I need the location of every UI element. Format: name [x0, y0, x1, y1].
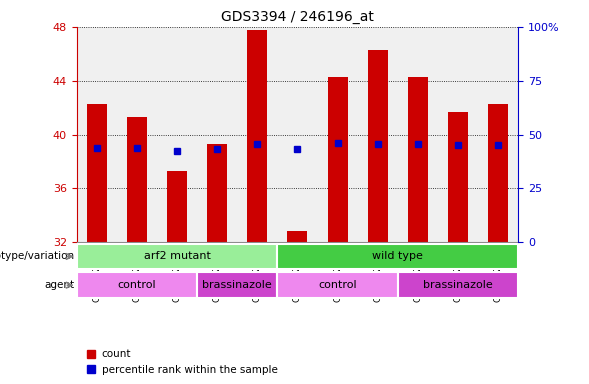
Text: wild type: wild type	[372, 252, 423, 262]
Text: control: control	[318, 280, 357, 290]
Text: brassinazole: brassinazole	[423, 280, 493, 290]
FancyBboxPatch shape	[197, 272, 277, 298]
Bar	[368, 50, 388, 242]
Bar	[87, 104, 107, 242]
Bar	[327, 77, 348, 242]
Text: brassinazole: brassinazole	[203, 280, 272, 290]
Bar	[127, 117, 147, 242]
FancyBboxPatch shape	[77, 272, 197, 298]
Bar	[488, 104, 508, 242]
Title: GDS3394 / 246196_at: GDS3394 / 246196_at	[221, 10, 374, 25]
Text: genotype/variation: genotype/variation	[0, 252, 75, 262]
FancyBboxPatch shape	[398, 272, 518, 298]
Bar	[287, 232, 307, 242]
Text: agent: agent	[44, 280, 75, 290]
Text: control: control	[117, 280, 156, 290]
FancyBboxPatch shape	[277, 272, 398, 298]
Bar	[247, 30, 267, 242]
Bar	[207, 144, 227, 242]
FancyBboxPatch shape	[277, 243, 518, 270]
Bar	[167, 171, 187, 242]
FancyBboxPatch shape	[77, 243, 277, 270]
Text: arf2 mutant: arf2 mutant	[144, 252, 210, 262]
Bar	[448, 112, 468, 242]
Legend: count, percentile rank within the sample: count, percentile rank within the sample	[82, 345, 282, 379]
Bar	[408, 77, 428, 242]
